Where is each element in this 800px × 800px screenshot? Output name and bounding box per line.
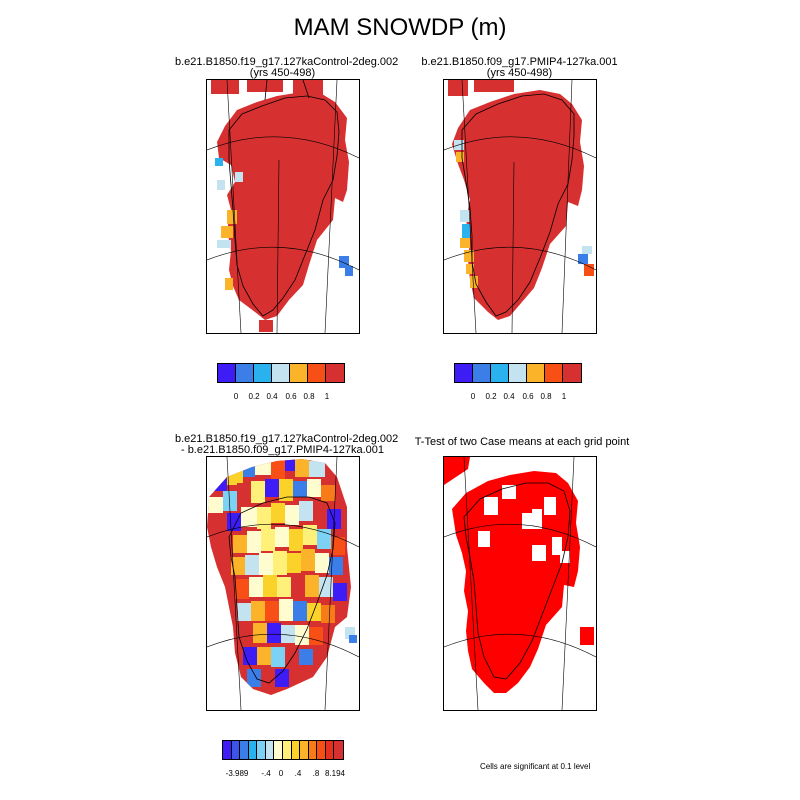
colorbar-swatch <box>334 741 343 759</box>
colorbar-tick-label: 1 <box>561 392 567 401</box>
colorbar-tick-label: 1 <box>324 392 330 401</box>
coastline <box>461 93 575 317</box>
colorbar-swatch <box>274 741 283 759</box>
colorbar-tick-label: .8 <box>312 769 320 778</box>
colorbar-difference <box>222 740 344 760</box>
colorbar-tick-label: 0.4 <box>503 392 515 401</box>
colorbar-control <box>217 363 345 383</box>
colorbar-swatch <box>223 741 232 759</box>
panel-title-difference: b.e21.B1850.f19_g17.127kaControl-2deg.00… <box>175 433 399 456</box>
colorbar-swatch <box>326 364 344 382</box>
colorbar-swatch <box>231 741 241 759</box>
panel-title-line: T-Test of two Case means at each grid po… <box>414 436 630 448</box>
colorbar-tick-label: 0 <box>470 392 476 401</box>
colorbar-tick-label: 0.4 <box>266 392 278 401</box>
colorbar-swatch <box>509 364 527 382</box>
map-pmip4 <box>443 79 597 334</box>
colorbar-tick-label: -3.989 <box>225 769 249 778</box>
panel-title-line: - b.e21.B1850.f09_g17.PMIP4-127ka.001 <box>180 444 385 456</box>
colorbar-tick-label: 0.8 <box>303 392 315 401</box>
colorbar-tick-label: 0 <box>278 769 284 778</box>
coastline <box>228 80 340 317</box>
colorbar-swatch <box>240 741 249 759</box>
significant-cells <box>444 457 594 693</box>
colorbar-tick-label: 0.8 <box>540 392 552 401</box>
panel-title-line: (yrs 450-498) <box>249 67 316 79</box>
panel-title-pmip4: b.e21.B1850.f09_g17.PMIP4-127ka.001 (yrs… <box>412 57 627 79</box>
difference-field <box>207 459 351 695</box>
colorbar-swatch <box>265 741 275 759</box>
colorbar-swatch <box>325 741 335 759</box>
colorbar-swatch <box>290 364 308 382</box>
panel-title-ttest: T-Test of two Case means at each grid po… <box>402 437 642 448</box>
graticule <box>444 457 596 710</box>
coastline <box>463 482 571 680</box>
graticule <box>444 80 596 333</box>
colorbar-swatch <box>308 364 326 382</box>
colorbar-pmip4 <box>454 363 582 383</box>
colorbar-swatch <box>308 741 318 759</box>
colorbar-swatch <box>236 364 254 382</box>
map-control <box>206 79 360 334</box>
colorbar-tick-label: 8.194 <box>324 769 346 778</box>
colorbar-swatch <box>282 741 292 759</box>
panel-title-line: b.e21.B1850.f09_g17.PMIP4-127ka.001 <box>421 56 618 68</box>
panel-title-control: b.e21.B1850.f19_g17.127kaControl-2deg.00… <box>175 56 399 79</box>
colorbar-swatch <box>473 364 491 382</box>
colorbar-swatch <box>527 364 545 382</box>
colorbar-swatch <box>218 364 236 382</box>
coastal-cells <box>215 158 353 332</box>
colorbar-swatch <box>248 741 258 759</box>
panel-title-line: b.e21.B1850.f19_g17.127kaControl-2deg.00… <box>175 433 399 445</box>
colorbar-tick-label: 0.2 <box>248 392 260 401</box>
colorbar-swatch <box>272 364 290 382</box>
colorbar-tick-label: -.4 <box>261 769 271 778</box>
colorbar-swatch <box>317 741 326 759</box>
page-title: MAM SNOWDP (m) <box>293 14 507 41</box>
colorbar-swatch <box>254 364 272 382</box>
colorbar-swatch <box>455 364 473 382</box>
map-ttest <box>443 456 597 711</box>
panel-title-line: (yrs 450-498) <box>486 67 553 79</box>
graticule <box>207 457 359 710</box>
coastal-cells <box>345 627 357 643</box>
coastline <box>228 496 336 684</box>
graticule <box>207 80 359 333</box>
colorbar-swatch <box>491 364 509 382</box>
colorbar-tick-label: 0.6 <box>285 392 297 401</box>
insignificant-gaps <box>478 485 570 563</box>
colorbar-tick-label: 0.2 <box>485 392 497 401</box>
colorbar-tick-label: 0 <box>233 392 239 401</box>
snow-depth-field <box>448 80 584 320</box>
map-difference <box>206 456 360 711</box>
significance-note: Cells are significant at 0.1 level <box>480 762 591 771</box>
colorbar-swatch <box>291 741 301 759</box>
colorbar-swatch <box>563 364 581 382</box>
colorbar-swatch <box>545 364 563 382</box>
panel-title-line: b.e21.B1850.f19_g17.127kaControl-2deg.00… <box>175 56 399 68</box>
colorbar-tick-label: 0.6 <box>522 392 534 401</box>
colorbar-swatch <box>300 741 309 759</box>
colorbar-tick-label: .4 <box>294 769 302 778</box>
snow-depth-field <box>211 80 349 320</box>
colorbar-swatch <box>257 741 266 759</box>
